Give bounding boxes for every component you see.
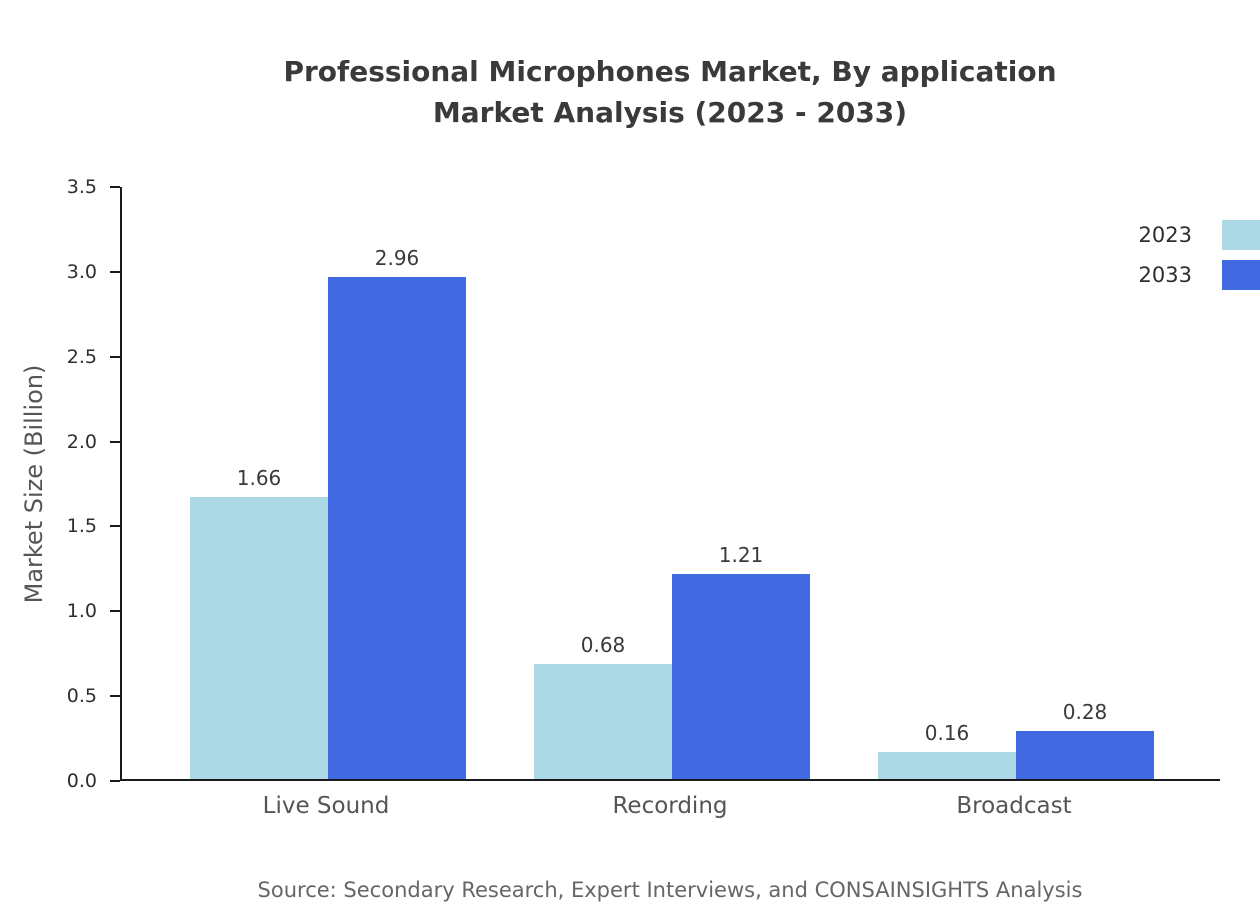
y-axis-label: Market Size (Billion) xyxy=(20,364,48,604)
y-tick-mark xyxy=(110,270,120,273)
bar-2023-broadcast xyxy=(878,751,1016,779)
y-tick-mark xyxy=(110,186,120,188)
bar-value-label-2023-broadcast: 0.16 xyxy=(924,720,970,745)
bar-value-label-2033-live-sound: 2.96 xyxy=(374,245,420,270)
bar-group-live-sound: 1.66 2.96 xyxy=(188,187,468,779)
y-tick-mark xyxy=(110,440,120,443)
bar-column-2033-recording: 1.21 xyxy=(672,543,810,779)
bar-2033-live-sound xyxy=(328,276,466,779)
x-tick-label-broadcast: Broadcast xyxy=(956,793,1072,819)
y-tick-mark xyxy=(110,610,120,613)
y-tick-label: 2.0 xyxy=(66,430,97,453)
bar-value-label-2023-recording: 0.68 xyxy=(580,632,626,657)
legend-label-2023: 2023 xyxy=(1138,223,1192,247)
plot-area: 0.0 0.5 1.0 1.5 2.0 2.5 3.0 3.5 1.66 2.96 0.68 1.21… xyxy=(67,176,1220,792)
bar-column-2033-broadcast: 0.28 xyxy=(1016,700,1154,779)
bar-column-2033-live-sound: 2.96 xyxy=(328,246,466,779)
y-tick-label: 0.5 xyxy=(66,685,97,708)
source-note: Source: Secondary Research, Expert Inter… xyxy=(257,878,1083,902)
y-tick-mark xyxy=(110,695,120,698)
bar-value-label-2033-broadcast: 0.28 xyxy=(1062,700,1108,725)
x-axis-labels: Live Sound Recording Broadcast xyxy=(120,793,1220,829)
y-tick-label: 3.5 xyxy=(66,176,97,198)
x-tick-label-recording: Recording xyxy=(612,793,728,819)
y-tick-label: 3.0 xyxy=(66,260,97,283)
y-tick-mark xyxy=(110,525,120,528)
bar-2033-broadcast xyxy=(1016,731,1154,779)
bar-column-2023-broadcast: 0.16 xyxy=(878,721,1016,779)
bar-2033-recording xyxy=(672,573,810,779)
x-tick-label-live-sound: Live Sound xyxy=(262,793,390,819)
legend-item-2023: 2023 xyxy=(1139,220,1260,250)
bar-column-2023-recording: 0.68 xyxy=(534,633,672,779)
chart-title: Professional Microphones Market, By appl… xyxy=(120,52,1220,133)
bar-2023-live-sound xyxy=(190,497,328,779)
legend-swatch-2033 xyxy=(1222,260,1260,290)
y-tick-mark xyxy=(110,355,120,358)
y-tick-label: 0.0 xyxy=(66,770,97,792)
y-tick-label: 1.5 xyxy=(66,515,97,538)
bar-2023-recording xyxy=(534,663,672,779)
bar-column-2023-live-sound: 1.66 xyxy=(190,466,328,779)
legend-item-2033: 2033 xyxy=(1139,260,1260,290)
bar-group-recording: 0.68 1.21 xyxy=(532,187,812,779)
legend: 2023 2033 xyxy=(1139,220,1260,290)
legend-label-2033: 2033 xyxy=(1138,263,1192,287)
chart-title-line2: Market Analysis (2023 - 2033) xyxy=(432,95,908,129)
y-tick-mark xyxy=(110,780,120,782)
chart-title-line1: Professional Microphones Market, By appl… xyxy=(283,55,1057,88)
y-tick-label: 1.0 xyxy=(66,600,97,623)
bar-value-label-2023-live-sound: 1.66 xyxy=(236,466,282,491)
legend-swatch-2023 xyxy=(1222,220,1260,250)
bar-value-label-2033-recording: 1.21 xyxy=(718,542,764,567)
y-tick-label: 2.5 xyxy=(66,345,97,368)
bar-group-broadcast: 0.16 0.28 xyxy=(876,187,1156,779)
